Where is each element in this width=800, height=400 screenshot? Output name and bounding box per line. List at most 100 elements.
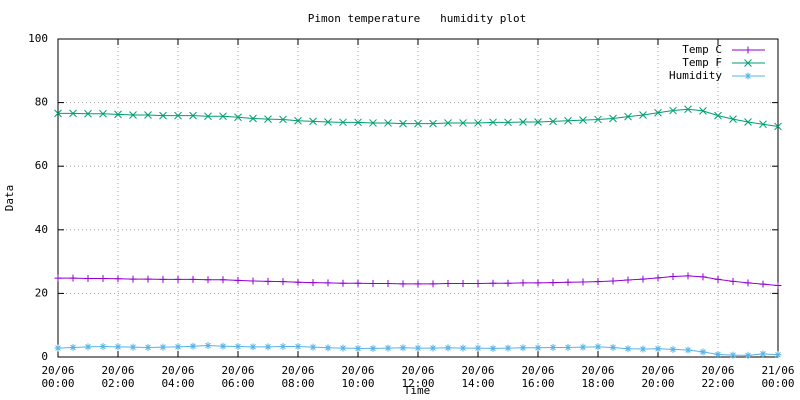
data-point [114, 275, 122, 283]
data-point [294, 343, 302, 351]
data-point [549, 117, 557, 126]
data-point [654, 345, 662, 353]
x-tick-label: 20/06 16:00 [521, 364, 554, 390]
x-tick-label: 20/06 02:00 [101, 364, 134, 390]
data-point [264, 115, 272, 123]
data-point [174, 111, 182, 120]
data-point [654, 274, 662, 282]
data-point [264, 343, 272, 351]
data-point [444, 119, 452, 127]
data-point [534, 118, 542, 126]
data-point [714, 350, 722, 358]
data-point [474, 280, 482, 288]
x-tick-label: 20/06 18:00 [581, 364, 614, 390]
data-point [144, 343, 152, 351]
data-point [594, 343, 602, 351]
data-point [69, 109, 77, 118]
data-point [99, 343, 107, 351]
data-point [204, 342, 212, 350]
data-point [624, 112, 632, 121]
data-point [129, 275, 137, 283]
data-point [549, 279, 557, 287]
data-point [429, 119, 437, 128]
y-tick-label: 60 [35, 159, 48, 172]
data-point [639, 275, 647, 283]
y-tick-label: 40 [35, 223, 48, 236]
data-point [174, 275, 182, 283]
data-point [354, 344, 362, 352]
data-point [399, 344, 407, 352]
data-point [774, 351, 782, 359]
data-point [369, 119, 377, 127]
x-tick-label: 21/06 00:00 [761, 364, 794, 390]
data-point [669, 106, 677, 115]
data-point [294, 116, 302, 125]
plot-frame [57, 38, 779, 358]
y-tick-label: 80 [35, 96, 48, 109]
data-point [234, 343, 242, 351]
data-point [594, 115, 602, 124]
x-tick-label: 20/06 12:00 [401, 364, 434, 390]
data-point [384, 280, 392, 288]
data-point [279, 278, 287, 286]
data-point [699, 348, 707, 356]
data-point [114, 110, 122, 119]
data-point [129, 111, 137, 119]
data-point [399, 119, 407, 128]
data-point [759, 120, 767, 129]
legend-marker [744, 72, 752, 80]
data-point [609, 114, 617, 123]
data-point [579, 116, 587, 124]
data-point [339, 118, 347, 127]
data-point [534, 279, 542, 287]
data-point [414, 280, 422, 288]
data-point [459, 119, 467, 127]
data-point [369, 280, 377, 288]
data-point [159, 111, 167, 120]
data-point [414, 344, 422, 352]
data-point [219, 342, 227, 350]
data-point [609, 277, 617, 285]
data-point [519, 279, 527, 287]
data-point [519, 118, 527, 126]
data-point [564, 278, 572, 286]
data-point [174, 343, 182, 351]
y-axis-label: Data [3, 185, 16, 212]
data-point [234, 276, 242, 284]
x-tick-label: 20/06 06:00 [221, 364, 254, 390]
data-point [489, 118, 497, 127]
data-point [84, 274, 92, 282]
data-point [639, 111, 647, 119]
data-point [204, 276, 212, 284]
data-point [294, 278, 302, 286]
x-axis-label: Time [404, 384, 431, 397]
data-point [474, 344, 482, 352]
data-point [54, 274, 62, 282]
x-tick-label: 20/06 04:00 [161, 364, 194, 390]
data-point [249, 277, 257, 285]
data-point [399, 280, 407, 288]
data-point [444, 280, 452, 288]
data-point [579, 278, 587, 286]
data-point [654, 108, 662, 117]
data-point [774, 281, 782, 289]
data-point [339, 279, 347, 287]
data-point [189, 111, 197, 120]
data-point [129, 343, 137, 351]
data-point [699, 107, 707, 115]
data-point [519, 344, 527, 352]
data-point [474, 119, 482, 127]
data-point [414, 119, 422, 128]
data-point [309, 117, 317, 126]
data-point [309, 279, 317, 287]
data-point [159, 343, 167, 351]
x-tick-label: 20/06 00:00 [41, 364, 74, 390]
data-point [339, 344, 347, 352]
data-point [144, 275, 152, 283]
data-point [579, 343, 587, 351]
data-point [624, 345, 632, 353]
data-point [249, 114, 257, 123]
data-point [444, 344, 452, 352]
data-point [459, 280, 467, 288]
data-point [84, 343, 92, 351]
